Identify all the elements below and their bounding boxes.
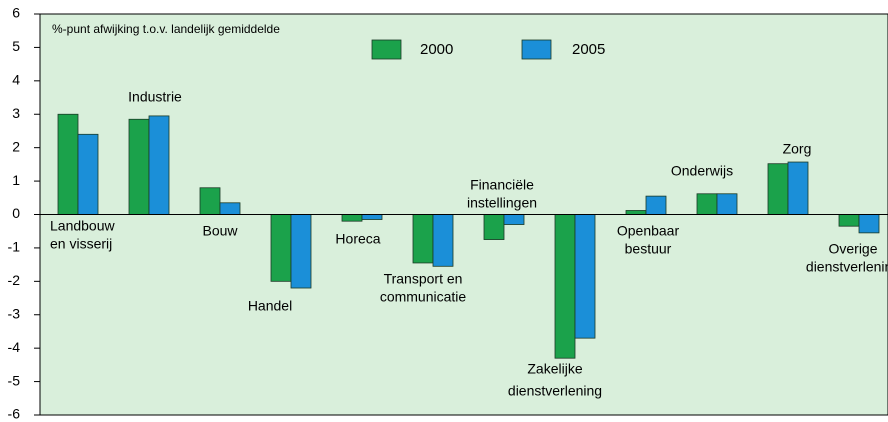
bar: [625, 210, 647, 215]
y-tick-label: -1: [8, 239, 21, 255]
y-tick-label: 6: [12, 5, 20, 21]
bar: [77, 133, 99, 215]
bar: [696, 193, 718, 215]
category-label: Zorg: [783, 141, 812, 157]
category-label: Landbouw: [50, 218, 116, 234]
bar: [128, 118, 150, 215]
category-label: communicatie: [380, 289, 467, 305]
category-label: Zakelijke: [527, 361, 582, 377]
y-tick-label: -2: [8, 272, 21, 288]
category-label: bestuur: [625, 241, 672, 257]
category-label: Onderwijs: [671, 163, 733, 179]
bar: [645, 195, 667, 215]
bar: [838, 214, 860, 227]
category-label: instellingen: [467, 195, 537, 211]
bar: [432, 214, 454, 267]
bar: [341, 214, 363, 222]
legend-label: 2005: [572, 41, 605, 58]
y-tick-label: 5: [12, 38, 20, 54]
bar: [503, 214, 525, 225]
category-label: Horeca: [335, 231, 380, 247]
bar: [858, 214, 880, 234]
category-label: Handel: [248, 298, 292, 314]
bar: [716, 193, 738, 215]
bar: [199, 187, 221, 215]
category-label: Financiële: [470, 177, 534, 193]
bar: [361, 214, 383, 220]
y-tick-label: -6: [8, 406, 21, 422]
bar: [767, 163, 789, 215]
y-tick-label: 4: [12, 72, 20, 88]
legend-label: 2000: [420, 41, 453, 58]
bar: [219, 202, 241, 215]
bar: [483, 214, 505, 240]
category-label: dienstverlening: [508, 383, 602, 399]
legend-swatch: [521, 39, 552, 60]
category-label: Openbaar: [617, 223, 680, 239]
category-label: Industrie: [128, 89, 182, 105]
y-tick-label: 2: [12, 138, 20, 154]
y-tick-label: -5: [8, 372, 21, 388]
category-label: Overige: [828, 241, 877, 257]
bar: [554, 214, 576, 359]
bar: [787, 161, 809, 215]
bar: [412, 214, 434, 264]
y-tick-label: 0: [12, 205, 20, 221]
category-label: Bouw: [202, 223, 238, 239]
category-label: en visserij: [50, 236, 112, 252]
y-tick-label: -3: [8, 305, 21, 321]
chart-subtitle: %-punt afwijking t.o.v. landelijk gemidd…: [52, 22, 280, 36]
bar: [574, 214, 596, 339]
bar: [148, 115, 170, 215]
bar: [270, 214, 292, 282]
category-label: Transport en: [384, 271, 463, 287]
bar: [290, 214, 312, 289]
y-tick-label: 1: [12, 172, 20, 188]
legend-swatch: [371, 39, 402, 60]
y-tick-label: 3: [12, 105, 20, 121]
y-tick-label: -4: [8, 339, 21, 355]
bar: [57, 113, 79, 215]
category-label: dienstverlening: [806, 259, 888, 275]
